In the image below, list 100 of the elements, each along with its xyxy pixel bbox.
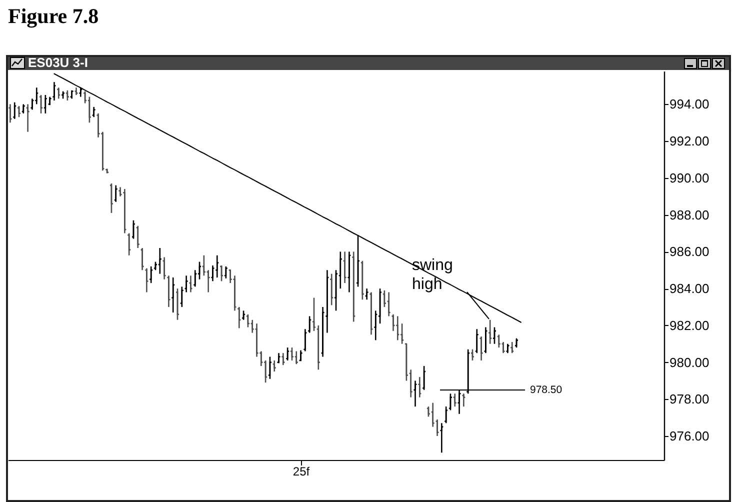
y-tick-label: 994.00 [670, 96, 710, 112]
candlestick [382, 290, 387, 308]
candlestick [462, 392, 466, 408]
candlestick [378, 288, 382, 324]
candlestick [180, 286, 184, 308]
candlestick [43, 94, 48, 114]
candlestick [338, 251, 343, 290]
candlestick [276, 352, 281, 364]
candlestick [162, 256, 166, 280]
candlestick [479, 336, 484, 362]
candlestick [144, 268, 149, 293]
candlestick [114, 184, 118, 203]
candlestick [214, 254, 220, 278]
candlestick [510, 341, 514, 354]
candlestick [492, 326, 497, 345]
y-tick-label: 978.00 [670, 392, 710, 407]
candlestick [65, 90, 70, 102]
candlestick [496, 334, 502, 348]
annotation: swing high [412, 257, 453, 293]
candlestick [78, 86, 83, 98]
candlestick [158, 247, 162, 274]
candlestick [334, 269, 338, 312]
candlestick [506, 343, 510, 354]
candlestick [268, 356, 272, 380]
y-tick-label: 990.00 [670, 170, 710, 186]
y-tick-label: 982.00 [670, 318, 710, 333]
candlestick [307, 316, 312, 334]
candlestick [12, 102, 17, 120]
candlestick [281, 352, 286, 366]
candlestick [131, 220, 136, 240]
candlestick [484, 326, 488, 354]
ref-line-label: 978.50 [530, 384, 562, 396]
candlestick [320, 306, 325, 358]
candlestick [219, 264, 224, 282]
candlestick [342, 251, 347, 284]
candlestick [136, 225, 140, 249]
y-tick-label: 986.00 [670, 244, 710, 260]
candlestick [351, 251, 356, 322]
candlestick [148, 266, 154, 284]
candlestick [303, 328, 308, 352]
candlestick [369, 292, 374, 336]
candlestick [38, 94, 44, 114]
candlestick [109, 182, 114, 214]
candlestick [294, 350, 299, 365]
candlestick [360, 260, 365, 300]
candlestick [514, 338, 519, 348]
chart-title: Figure 7.8 [8, 4, 99, 29]
y-tick-label: 984.00 [670, 281, 710, 296]
candlestick [175, 288, 180, 321]
candlestick [448, 392, 453, 411]
candlestick [56, 86, 61, 100]
candlestick [87, 96, 92, 124]
candlestick [52, 81, 56, 102]
candlestick [26, 104, 30, 132]
candlestick [373, 310, 378, 341]
candlestick [166, 274, 171, 308]
x-tick-label: 25f [292, 464, 310, 478]
candlestick [122, 188, 127, 234]
y-tick-label: 980.00 [670, 354, 710, 370]
candlestick [452, 392, 458, 408]
candlestick [430, 402, 436, 428]
candlestick [347, 251, 352, 293]
candlestick [435, 418, 440, 437]
candlestick [474, 328, 480, 354]
candlestick [92, 106, 96, 118]
candlestick [408, 369, 413, 398]
candlestick [126, 232, 132, 256]
candlestick [364, 288, 369, 300]
candlestick [422, 365, 426, 391]
candlestick [285, 346, 290, 362]
candlestick [413, 380, 418, 408]
candlestick [8, 104, 12, 124]
candlestick [184, 274, 188, 293]
candlestick [329, 273, 334, 306]
candlestick [246, 314, 250, 328]
candlestick [206, 269, 210, 293]
candlestick [312, 297, 316, 332]
candlestick [395, 316, 400, 341]
candlestick [356, 234, 360, 288]
candlestick [236, 306, 242, 329]
candlestick [440, 422, 444, 454]
candlestick [418, 376, 422, 398]
line-series [54, 73, 522, 323]
candlestick [34, 86, 39, 105]
candlestick [290, 346, 294, 362]
candlestick [210, 264, 215, 282]
chart-subtitle: ES03U 3-I [28, 55, 88, 71]
candlestick [400, 322, 404, 345]
candlestick [118, 186, 122, 198]
candlestick [192, 269, 198, 288]
y-tick-label: 976.00 [670, 428, 710, 444]
y-tick-label: 992.00 [670, 134, 710, 149]
candlestick [170, 276, 176, 314]
candlestick [224, 266, 228, 280]
candlestick [316, 324, 321, 370]
candlestick [404, 343, 409, 382]
y-tick-label: 988.00 [670, 207, 710, 222]
candlestick [188, 274, 193, 293]
candlestick [391, 314, 396, 332]
candlestick [325, 269, 330, 334]
